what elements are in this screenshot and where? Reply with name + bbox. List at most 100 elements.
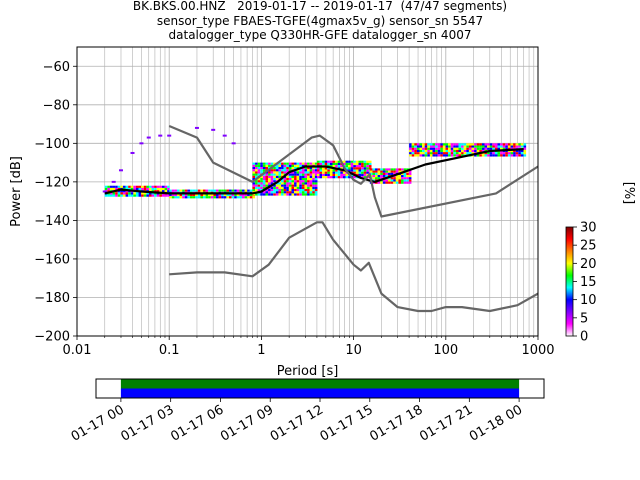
density-cell: [332, 165, 336, 168]
density-cell: [314, 186, 318, 189]
high-noise-model-line: [168, 124, 538, 218]
density-cell: [408, 170, 412, 173]
density-cell: [366, 167, 369, 170]
density-cell: [468, 149, 472, 153]
density-cell: [497, 152, 501, 155]
density-cell: [273, 169, 276, 172]
density-cell: [355, 167, 359, 170]
density-cell: [252, 173, 256, 176]
density-cell: [255, 173, 258, 176]
density-cell: [416, 149, 420, 153]
density-cell: [283, 184, 287, 187]
density-cell: [281, 171, 284, 174]
density-cell: [260, 184, 263, 187]
density-cell: [304, 182, 308, 185]
density-outlier: [118, 169, 123, 172]
density-cell: [319, 176, 323, 179]
density-cell: [435, 149, 438, 153]
density-cell: [427, 145, 430, 148]
density-cell: [471, 147, 475, 150]
density-cell: [513, 152, 516, 155]
density-cell: [500, 143, 503, 146]
timeline-tick-label: 01-17 12: [268, 402, 326, 444]
density-cell: [262, 191, 266, 194]
density-cell: [353, 169, 356, 172]
density-cell: [448, 145, 451, 148]
density-cell: [309, 189, 313, 192]
density-cell: [342, 176, 346, 179]
density-cell: [257, 184, 261, 187]
density-cell: [505, 145, 508, 148]
density-cell: [307, 184, 310, 187]
density-cell: [141, 187, 144, 191]
density-cell: [432, 143, 436, 146]
density-cell: [273, 178, 276, 181]
density-cell: [353, 176, 356, 179]
density-cell: [304, 169, 308, 172]
density-cell: [275, 173, 279, 176]
density-cell: [479, 154, 482, 157]
density-cell: [177, 189, 180, 192]
density-cell: [348, 162, 351, 166]
density-cell: [314, 178, 318, 181]
density-cell: [197, 193, 201, 197]
density-cell: [361, 169, 364, 172]
density-cell: [210, 189, 214, 192]
density-cell: [335, 160, 338, 163]
density-cell: [125, 185, 129, 188]
density-cell: [505, 143, 508, 146]
density-cell: [382, 174, 386, 178]
density-cell: [296, 189, 300, 192]
x-axis-label: Period [s]: [277, 364, 339, 379]
y-tick-label: −200: [34, 330, 70, 345]
density-cell: [432, 149, 436, 153]
density-cell: [450, 143, 454, 146]
density-cell: [342, 171, 346, 174]
density-cell: [143, 185, 147, 188]
density-cell: [146, 192, 149, 195]
density-cell: [314, 182, 318, 185]
density-cell: [138, 187, 142, 191]
density-cell: [260, 169, 263, 172]
density-cell: [229, 196, 232, 199]
density-cell: [278, 171, 282, 174]
density-cell: [314, 189, 318, 192]
density-cell: [167, 190, 170, 193]
density-cell: [502, 145, 506, 148]
density-cell: [355, 160, 359, 163]
density-cell: [301, 162, 305, 165]
density-cell: [481, 147, 485, 150]
density-cell: [361, 167, 364, 170]
density-cell: [401, 181, 404, 184]
density-cell: [398, 181, 402, 184]
density-cell: [218, 193, 222, 197]
density-cell: [332, 176, 336, 179]
density-cell: [450, 149, 454, 153]
density-cell: [348, 167, 351, 170]
density-cell: [161, 187, 165, 191]
density-cell: [244, 196, 248, 199]
density-cell: [353, 171, 356, 174]
timeline-tick-label: 01-17 21: [417, 402, 475, 444]
density-cell: [299, 191, 302, 194]
density-cell: [115, 185, 118, 188]
colorbar-label: [%]: [621, 182, 636, 205]
density-cell: [275, 193, 279, 196]
density-cell: [283, 180, 287, 183]
density-cell: [395, 177, 399, 180]
density-cell: [497, 147, 501, 150]
density-cell: [265, 162, 269, 165]
density-cell: [408, 181, 412, 184]
density-cell: [342, 162, 346, 166]
density-cell: [461, 154, 464, 157]
density-cell: [304, 186, 308, 189]
density-cell: [390, 181, 394, 184]
density-cell: [288, 169, 292, 172]
density-cell: [494, 145, 498, 148]
density-cell: [301, 186, 305, 189]
density-cell: [187, 196, 190, 199]
density-cell: [288, 178, 292, 181]
density-cell: [322, 162, 325, 166]
density-cell: [278, 184, 282, 187]
density-cell: [226, 196, 229, 199]
